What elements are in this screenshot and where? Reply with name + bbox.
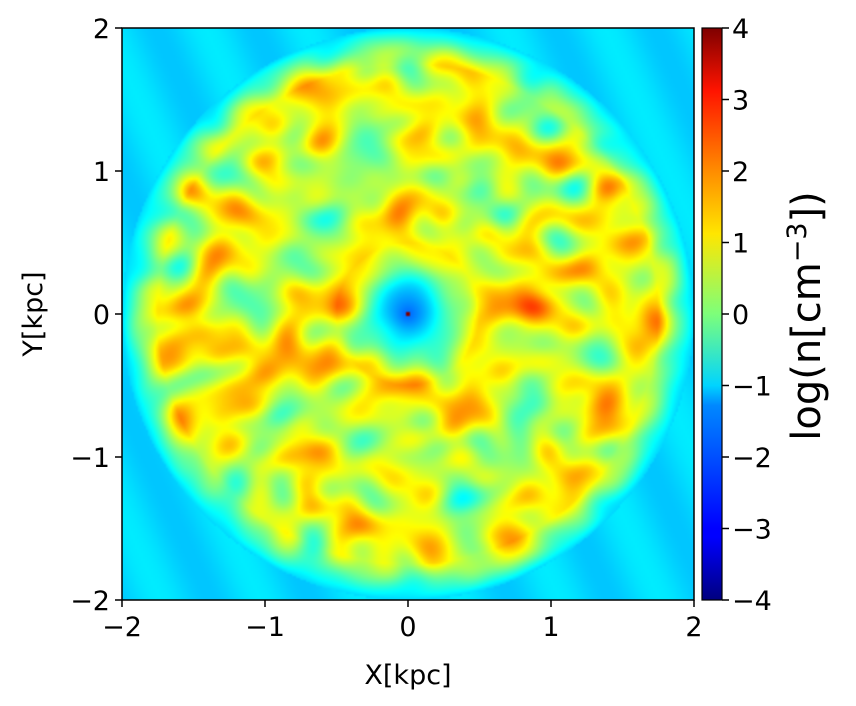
colorbar-tick-label: −4 [732,586,772,617]
y-tick-label: 0 [93,300,110,331]
colorbar-label-main: log(n[cm [784,262,830,441]
colorbar-tick-label: 1 [732,229,749,260]
density-heatmap [122,28,694,600]
colorbar-tick-label: 0 [732,300,749,331]
y-tick-label: 2 [93,14,110,45]
heatmap-area [122,28,694,600]
x-tick-label: 2 [685,612,702,643]
x-tick-label: −1 [245,612,285,643]
colorbar-label-close: ]) [784,191,830,222]
colorbar-ticks: −4 −3 −2 −1 0 1 2 3 4 [722,14,772,617]
x-axis-ticks: −2 −1 0 1 2 [102,600,703,643]
colorbar-label-exponent: −3 [782,222,813,262]
colorbar-tick-label: 4 [732,14,749,45]
x-axis-label: X[kpc] [364,660,451,691]
colorbar-tick-label: −2 [732,443,772,474]
x-tick-label: −2 [102,612,142,643]
colorbar-tick-label: −3 [732,515,772,546]
x-tick-label: 1 [542,612,559,643]
colorbar-gradient [702,28,722,600]
y-tick-label: 1 [93,157,110,188]
y-axis-ticks: −2 −1 0 1 2 [70,14,122,617]
y-axis-label: Y[kpc] [18,271,49,357]
y-tick-label: −2 [70,586,110,617]
colorbar-tick-label: 3 [732,86,749,117]
colorbar-tick-label: −1 [732,372,772,403]
x-tick-label: 0 [399,612,416,643]
y-tick-label: −1 [70,443,110,474]
colorbar-tick-label: 2 [732,157,749,188]
colorbar-label: log(n[cm−3]) [782,191,830,441]
